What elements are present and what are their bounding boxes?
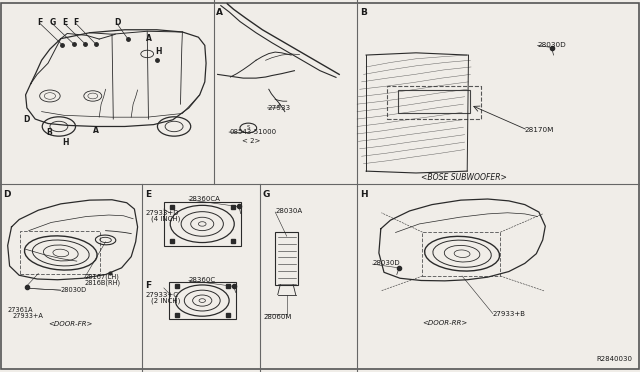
Text: 27933: 27933 xyxy=(268,105,291,111)
Text: <DOOR-RR>: <DOOR-RR> xyxy=(422,320,467,326)
Text: 28360CA: 28360CA xyxy=(189,196,221,202)
Text: 28030D: 28030D xyxy=(372,260,400,266)
Text: 27933+D: 27933+D xyxy=(146,210,179,216)
Bar xyxy=(164,202,241,246)
Text: F: F xyxy=(38,18,43,27)
Text: <BOSE SUBWOOFER>: <BOSE SUBWOOFER> xyxy=(421,173,507,182)
Text: A: A xyxy=(216,8,223,17)
Text: G: G xyxy=(262,190,270,199)
Text: E: E xyxy=(145,190,151,199)
Text: F: F xyxy=(145,281,151,290)
Text: 27933+A: 27933+A xyxy=(13,313,44,319)
Text: H: H xyxy=(156,47,162,56)
Text: 28167(LH): 28167(LH) xyxy=(84,274,119,280)
Bar xyxy=(422,232,500,276)
Text: (4 INCH): (4 INCH) xyxy=(151,215,180,222)
Text: H: H xyxy=(63,138,69,147)
Bar xyxy=(387,86,481,119)
Text: 28360C: 28360C xyxy=(189,277,216,283)
Text: D: D xyxy=(114,18,120,27)
Text: D: D xyxy=(24,115,30,124)
Text: S: S xyxy=(246,125,250,131)
Text: 27933+C: 27933+C xyxy=(146,292,179,298)
Text: H: H xyxy=(360,190,367,199)
Text: G: G xyxy=(49,18,56,27)
Text: 28060M: 28060M xyxy=(264,314,292,320)
Text: 28170M: 28170M xyxy=(525,127,554,133)
Text: A: A xyxy=(146,34,152,43)
Bar xyxy=(275,232,298,285)
Text: < 2>: < 2> xyxy=(242,138,260,144)
Text: 28030A: 28030A xyxy=(275,208,302,214)
Text: B: B xyxy=(360,8,367,17)
Text: 27933+B: 27933+B xyxy=(493,311,526,317)
Text: D: D xyxy=(3,190,11,199)
Text: 28030D: 28030D xyxy=(538,42,566,48)
Text: A: A xyxy=(93,126,99,135)
Text: (2 INCH): (2 INCH) xyxy=(151,298,180,304)
Text: E: E xyxy=(62,18,67,27)
Text: 28030D: 28030D xyxy=(61,287,87,293)
Bar xyxy=(169,282,236,319)
Bar xyxy=(20,231,100,274)
Text: 27361A: 27361A xyxy=(8,307,33,312)
Text: R2840030: R2840030 xyxy=(596,356,632,362)
Text: <DOOR-FR>: <DOOR-FR> xyxy=(48,321,93,327)
Text: B: B xyxy=(47,128,52,137)
Text: 08543-51000: 08543-51000 xyxy=(229,129,276,135)
Bar xyxy=(398,90,470,113)
Text: F: F xyxy=(74,18,79,27)
Text: 2816B(RH): 2816B(RH) xyxy=(84,280,120,286)
